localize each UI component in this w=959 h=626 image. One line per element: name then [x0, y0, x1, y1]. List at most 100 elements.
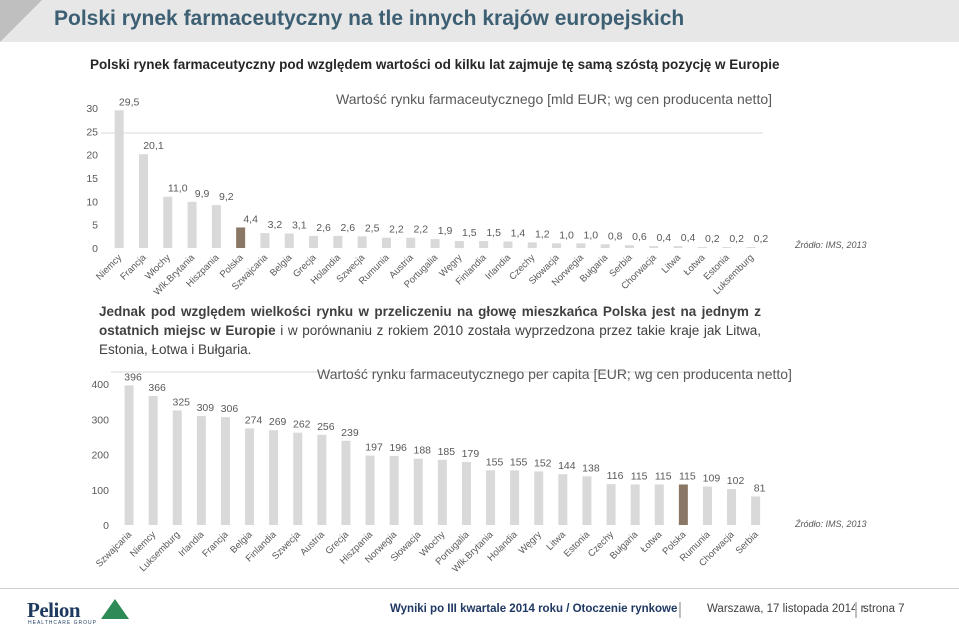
bar: [245, 428, 255, 525]
data-label: 0,8: [608, 230, 623, 242]
y-tick-label: 30: [86, 103, 98, 115]
footer-separator: [679, 602, 681, 618]
logo-subtext: HEALTHCARE GROUP: [28, 620, 97, 626]
data-label: 306: [221, 403, 239, 415]
x-tick-label: Serbia: [734, 529, 762, 557]
page-subtitle: Polski rynek farmaceutyczny pod względem…: [90, 57, 780, 72]
chart-market-value: 05101520253029,5Niemcy20,1Francja11,0Wło…: [86, 96, 769, 297]
data-label: 309: [197, 402, 215, 414]
bar: [341, 440, 351, 525]
bar: [172, 410, 182, 525]
bar: [163, 196, 173, 248]
bar: [649, 246, 659, 248]
bar: [114, 110, 124, 248]
bar: [486, 470, 496, 525]
data-label: 274: [245, 414, 263, 426]
data-label: 2,2: [389, 224, 404, 236]
bar: [479, 241, 489, 248]
data-label: 185: [438, 446, 456, 458]
data-label: 115: [679, 470, 696, 482]
x-tick-label: Szwajcaria: [94, 529, 135, 570]
paragraph-rest: i w porównaniu z rokiem 2010 została wyp…: [99, 323, 761, 357]
chart1-source: Źródło: IMS, 2013: [795, 240, 867, 250]
chart2-title: Wartość rynku farmaceutycznego per capit…: [317, 366, 792, 382]
data-label: 155: [510, 456, 528, 468]
bar: [124, 385, 134, 525]
data-label: 269: [269, 416, 287, 428]
data-label: 0,2: [754, 233, 769, 245]
data-label: 115: [631, 470, 648, 482]
y-tick-label: 20: [86, 150, 98, 162]
logo-triangle-icon: [101, 599, 129, 619]
body-paragraph: Jednak pod względem wielkości rynku w pr…: [99, 302, 761, 359]
data-label: 9,9: [195, 188, 210, 200]
bar: [510, 470, 520, 525]
data-label: 2,6: [316, 222, 331, 234]
bar: [552, 243, 562, 248]
data-label: 179: [462, 448, 480, 460]
logo-text: Pelion: [27, 598, 81, 622]
data-label: 102: [727, 475, 745, 487]
data-label: 29,5: [119, 96, 140, 108]
data-label: 2,6: [341, 222, 356, 234]
bar: [309, 235, 319, 248]
data-label: 4,4: [243, 213, 258, 225]
chart-per-capita: 0100200300400396Szwajcaria366Niemcy325Lu…: [91, 371, 768, 575]
bar: [284, 233, 294, 248]
data-label: 115: [655, 470, 672, 482]
data-label: 1,0: [559, 229, 574, 241]
data-label: 3,2: [268, 219, 283, 231]
chart1-title: Wartość rynku farmaceutycznego [mld EUR;…: [336, 91, 773, 107]
bar: [606, 484, 616, 525]
bar: [746, 247, 756, 248]
bar: [437, 459, 447, 525]
bar: [722, 247, 732, 248]
header-band: [0, 0, 959, 42]
bar: [333, 235, 343, 248]
y-tick-label: 0: [103, 520, 109, 532]
y-tick-label: 300: [91, 414, 109, 426]
bar: [365, 455, 375, 525]
bar: [293, 432, 303, 525]
bar: [654, 484, 664, 525]
data-label: 0,4: [656, 232, 671, 244]
y-tick-label: 25: [86, 126, 98, 138]
bar: [697, 247, 707, 248]
y-tick-label: 5: [92, 220, 98, 232]
chart2-source: Źródło: IMS, 2013: [795, 519, 867, 529]
data-label: 0,6: [632, 231, 647, 243]
header-corner-decoration: [0, 0, 42, 42]
bar: [148, 395, 158, 525]
bar: [357, 236, 367, 248]
bar: [220, 417, 230, 525]
y-tick-label: 100: [91, 485, 109, 497]
bar: [673, 246, 683, 248]
data-label: 256: [317, 421, 335, 433]
bar: [269, 430, 279, 525]
bar: [582, 476, 592, 525]
data-label: 0,2: [705, 233, 720, 245]
x-tick-label: Austria: [298, 529, 327, 558]
data-label: 0,4: [681, 232, 696, 244]
bar: [138, 154, 148, 248]
bar: [187, 201, 197, 248]
footer-date: Warszawa, 17 listopada 2014 r.: [707, 603, 868, 615]
data-label: 2,2: [413, 224, 428, 236]
data-label: 152: [534, 457, 552, 469]
data-label: 1,4: [511, 227, 526, 239]
bar: [678, 484, 688, 525]
footer-report-title: Wyniki po III kwartale 2014 roku / Otocz…: [390, 603, 678, 615]
data-label: 1,5: [462, 227, 477, 239]
footer-page-number: strona 7: [863, 603, 905, 615]
bar: [260, 233, 270, 248]
data-label: 1,2: [535, 228, 550, 240]
y-tick-label: 200: [91, 450, 109, 462]
bar: [430, 239, 440, 248]
data-label: 20,1: [143, 140, 164, 152]
data-label: 144: [558, 460, 576, 472]
data-label: 196: [389, 442, 407, 454]
bar: [389, 455, 399, 525]
data-label: 116: [607, 470, 624, 482]
bar: [630, 484, 640, 525]
bar: [413, 458, 423, 525]
